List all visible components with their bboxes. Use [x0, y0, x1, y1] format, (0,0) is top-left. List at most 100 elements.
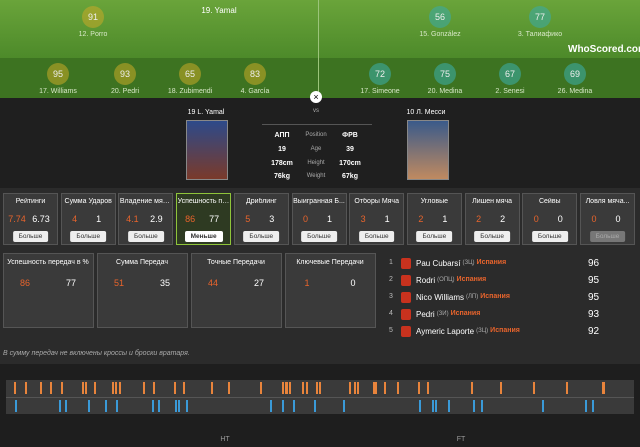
event-tick — [592, 400, 595, 412]
player-rating: 95 — [47, 63, 69, 85]
event-tick — [186, 400, 189, 412]
stat-right: 0 — [557, 214, 563, 224]
event-tick — [301, 382, 304, 394]
stat-box[interactable] — [406, 193, 462, 245]
vs: vs — [313, 108, 319, 114]
stat-left: 5 — [245, 214, 251, 224]
stat-button[interactable]: Больше — [128, 231, 164, 242]
player-rating: 72 — [369, 63, 391, 85]
event-tick — [383, 382, 386, 394]
event-tick — [210, 382, 213, 394]
event-tick — [500, 382, 503, 394]
stat-right: 77 — [209, 214, 220, 224]
rank: 3 — [389, 293, 393, 300]
banner: 19. Yamal — [201, 6, 237, 15]
rating: 95 — [588, 275, 600, 286]
event-tick — [269, 400, 272, 412]
halfway-line — [318, 0, 319, 98]
event-tick — [419, 400, 422, 412]
player-rating: 65 — [179, 63, 201, 85]
player-name: 26. Medina — [557, 88, 593, 95]
team: Испания — [450, 310, 481, 317]
event-tick — [473, 400, 476, 412]
comparison-cell: 39 — [346, 146, 354, 153]
player-rating: 93 — [114, 63, 136, 85]
player-rating: 56 — [429, 6, 451, 28]
stat-button[interactable]: Больше — [301, 231, 337, 242]
rating: 93 — [588, 309, 600, 320]
event-tick — [532, 382, 535, 394]
stat-button[interactable]: Больше — [531, 231, 568, 242]
pass-left: 44 — [207, 278, 219, 288]
stat-title: Дриблинг — [245, 198, 277, 205]
close-button[interactable]: × — [310, 91, 322, 103]
player-rating: 77 — [529, 6, 551, 28]
comparison-cell: 170cm — [339, 160, 361, 167]
player-left: 19 L. Yamal — [187, 109, 225, 116]
stat-button[interactable]: Больше — [358, 231, 395, 242]
stat-right: 1 — [442, 214, 448, 224]
stat-button[interactable]: Больше — [589, 231, 626, 242]
event-tick — [152, 382, 155, 394]
pitch-bottom — [0, 58, 640, 98]
event-tick — [15, 400, 18, 412]
event-tick — [292, 400, 295, 412]
event-tick — [316, 382, 319, 394]
stat-button[interactable]: Меньше — [184, 231, 223, 242]
stat-left: 4 — [72, 214, 78, 224]
stat-button[interactable]: Больше — [70, 231, 107, 242]
stat-right: 2 — [500, 214, 506, 224]
pass-box — [3, 253, 94, 328]
team-badge — [401, 275, 411, 286]
pass-right: 0 — [350, 278, 356, 288]
event-tick — [94, 382, 97, 394]
event-tick — [470, 382, 473, 394]
event-tick — [228, 382, 231, 394]
pass-title: Сумма Передач — [116, 259, 168, 266]
comparison-panel — [0, 98, 640, 188]
event-tick — [602, 382, 605, 394]
photo-left — [186, 120, 228, 180]
comparison-cell: ФРВ — [342, 132, 358, 139]
comparison-cell: Weight — [306, 173, 326, 179]
timeline-label: FT — [456, 436, 466, 443]
event-tick — [112, 382, 115, 394]
stat-box[interactable] — [233, 193, 289, 245]
rank: 1 — [389, 259, 393, 266]
stat-button[interactable]: Больше — [243, 231, 280, 242]
pass-left: 51 — [113, 278, 125, 288]
player-name: Pedri — [416, 310, 435, 319]
event-tick — [343, 400, 345, 412]
player-name: Aymeric Laporte — [416, 327, 475, 336]
event-tick — [65, 400, 68, 412]
stat-button[interactable]: Больше — [416, 231, 453, 242]
stat-left: 3 — [360, 214, 366, 224]
comparison-cell: АПП — [274, 132, 290, 139]
event-tick — [432, 400, 435, 412]
rank: 5 — [389, 327, 393, 334]
stat-button[interactable]: Больше — [474, 231, 510, 242]
pass-left: 1 — [304, 278, 310, 288]
event-tick — [417, 382, 420, 394]
stat-box[interactable] — [522, 193, 578, 245]
event-tick — [565, 382, 568, 394]
event-tick — [289, 382, 292, 394]
team: Испания — [456, 276, 487, 283]
event-tick — [25, 382, 28, 394]
stat-left: 2 — [418, 214, 424, 224]
rank: 2 — [389, 276, 393, 283]
stat-left: 86 — [185, 214, 196, 224]
separator — [262, 124, 372, 125]
stat-right: 1 — [326, 214, 333, 224]
pass-title: Точные Передачи — [207, 259, 265, 266]
stat-box[interactable] — [291, 193, 347, 245]
event-tick — [435, 400, 438, 412]
player-rating: 91 — [82, 6, 104, 28]
player-name: Nico Williams — [416, 293, 464, 302]
stat-button[interactable]: Больше — [12, 231, 49, 242]
event-tick — [84, 382, 87, 394]
player-name: Pau Cubarsí — [416, 259, 461, 268]
player-name: 2. Senesi — [495, 88, 525, 95]
team: Испания — [490, 327, 520, 334]
stat-left: 0 — [591, 214, 597, 224]
